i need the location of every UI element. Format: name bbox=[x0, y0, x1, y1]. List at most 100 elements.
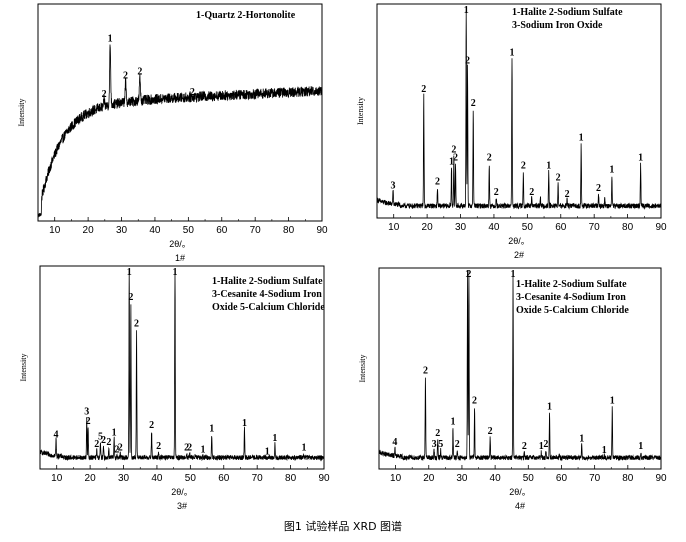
peak-label: 2 bbox=[86, 416, 91, 427]
peak-label: 2 bbox=[455, 439, 460, 450]
peak-label: 2 bbox=[156, 441, 161, 452]
xrd-pattern-line bbox=[378, 273, 662, 462]
x-tick-label: 80 bbox=[283, 225, 295, 236]
peak-label: 2 bbox=[529, 187, 534, 198]
peak-label: 1 bbox=[539, 441, 544, 452]
legend-line: 3-Cesanite 4-Sodium Iron bbox=[212, 289, 322, 300]
x-tick-label: 80 bbox=[285, 473, 297, 484]
x-axis-title: 2θ/。 bbox=[169, 239, 191, 249]
legend-line: 1-Halite 2-Sodium Sulfate bbox=[212, 276, 323, 287]
x-tick-label: 60 bbox=[556, 473, 568, 484]
legend-line: 1-Halite 2-Sodium Sulfate bbox=[516, 279, 627, 290]
xrd-pattern-line bbox=[39, 270, 325, 462]
peak-label: 5 bbox=[98, 431, 103, 442]
legend-line: 3-Sodium Iron Oxide bbox=[512, 20, 603, 31]
peak-label: 1 bbox=[465, 269, 470, 280]
peak-label: 1 bbox=[450, 416, 455, 427]
peak-label: 2 bbox=[435, 177, 440, 188]
plot-frame bbox=[378, 267, 662, 470]
x-axis-title: 2θ/。 bbox=[171, 487, 193, 497]
y-axis-title: Intensity bbox=[358, 355, 367, 383]
x-tick-label: 90 bbox=[316, 225, 328, 236]
peak-label: 1 bbox=[209, 424, 214, 435]
peak-label: 2 bbox=[118, 443, 123, 454]
legend-line: Oxide 5-Calcium Chloride bbox=[516, 305, 629, 316]
x-tick-label: 90 bbox=[655, 473, 667, 484]
peak-label: 2 bbox=[556, 173, 561, 184]
peak-label: 1 bbox=[201, 445, 206, 456]
peak-label: 1 bbox=[272, 433, 277, 444]
legend-line: 3-Cesanite 4-Sodium Iron bbox=[516, 292, 626, 303]
peak-label: 2 bbox=[102, 89, 107, 100]
peak-label: 2 bbox=[488, 426, 493, 437]
peak-label: 1 bbox=[546, 161, 551, 172]
x-tick-label: 70 bbox=[589, 222, 601, 233]
peak-label: 2 bbox=[101, 435, 106, 446]
x-tick-label: 30 bbox=[118, 473, 130, 484]
x-tick-label: 60 bbox=[218, 473, 230, 484]
xrd-panel-2#: 10 20 30 40 50 60 70 80 90 2θ/。 2# Intensity 1-Halit… bbox=[356, 3, 667, 260]
peak-label: 1 bbox=[265, 447, 270, 458]
x-tick-label: 40 bbox=[149, 225, 161, 236]
x-tick-label: 80 bbox=[622, 222, 634, 233]
sample-label: 1# bbox=[175, 253, 185, 263]
peak-label: 5 bbox=[438, 439, 443, 450]
peak-label: 2 bbox=[435, 428, 440, 439]
peak-label: 1 bbox=[638, 441, 643, 452]
peak-label: 2 bbox=[106, 437, 111, 448]
x-tick-label: 20 bbox=[85, 473, 97, 484]
x-tick-label: 70 bbox=[589, 473, 601, 484]
y-axis-title: Intensity bbox=[17, 99, 26, 127]
sample-label: 3# bbox=[177, 501, 187, 511]
x-tick-label: 60 bbox=[555, 222, 567, 233]
peak-label: 2 bbox=[134, 319, 139, 330]
x-tick-label: 90 bbox=[655, 222, 667, 233]
peak-label: 1 bbox=[172, 267, 177, 278]
x-tick-label: 80 bbox=[622, 473, 634, 484]
peak-label: 2 bbox=[190, 87, 195, 98]
x-tick-label: 40 bbox=[151, 473, 163, 484]
peak-label: 1 bbox=[511, 269, 516, 280]
peak-label: 1 bbox=[449, 157, 454, 168]
peak-label: 1 bbox=[509, 47, 514, 58]
x-tick-label: 20 bbox=[83, 225, 95, 236]
plot-frame bbox=[376, 3, 662, 219]
legend-line: 1-Halite 2-Sodium Sulfate bbox=[512, 7, 623, 18]
peak-label: 2 bbox=[187, 443, 192, 454]
x-tick-label: 50 bbox=[523, 473, 535, 484]
peak-label: 1 bbox=[638, 152, 643, 163]
peak-label: 2 bbox=[565, 189, 570, 200]
x-tick-label: 10 bbox=[390, 473, 402, 484]
peak-label: 2 bbox=[465, 56, 470, 67]
peak-label: 1 bbox=[609, 165, 614, 176]
x-tick-label: 60 bbox=[216, 225, 228, 236]
peak-label: 2 bbox=[487, 152, 492, 163]
peak-label: 2 bbox=[137, 67, 142, 78]
x-tick-label: 40 bbox=[488, 222, 500, 233]
peak-label: 2 bbox=[184, 443, 189, 454]
peak-label: 4 bbox=[392, 437, 397, 448]
peak-label: 1 bbox=[547, 401, 552, 412]
peak-label: 2 bbox=[453, 152, 458, 163]
x-tick-label: 30 bbox=[455, 222, 467, 233]
x-tick-label: 40 bbox=[490, 473, 502, 484]
peak-label: 1 bbox=[464, 5, 469, 16]
y-axis-title: Intensity bbox=[356, 97, 365, 125]
plot-frame bbox=[39, 265, 325, 470]
peak-label: 2 bbox=[596, 183, 601, 194]
peak-label: 2 bbox=[472, 396, 477, 407]
peak-label: 1 bbox=[602, 445, 607, 456]
figure-caption: 图1 试验样品 XRD 图谱 bbox=[283, 520, 403, 533]
x-tick-label: 20 bbox=[423, 473, 435, 484]
x-axis-title: 2θ/。 bbox=[509, 487, 531, 497]
peak-label: 2 bbox=[471, 98, 476, 109]
peak-label: 3 bbox=[432, 439, 437, 450]
peak-label: 2 bbox=[423, 365, 428, 376]
peak-label: 2 bbox=[114, 445, 119, 456]
x-tick-label: 30 bbox=[456, 473, 468, 484]
peak-label: 1 bbox=[610, 396, 615, 407]
x-tick-label: 20 bbox=[422, 222, 434, 233]
x-axis-title: 2θ/。 bbox=[508, 236, 530, 246]
xrd-pattern-line bbox=[376, 11, 662, 210]
